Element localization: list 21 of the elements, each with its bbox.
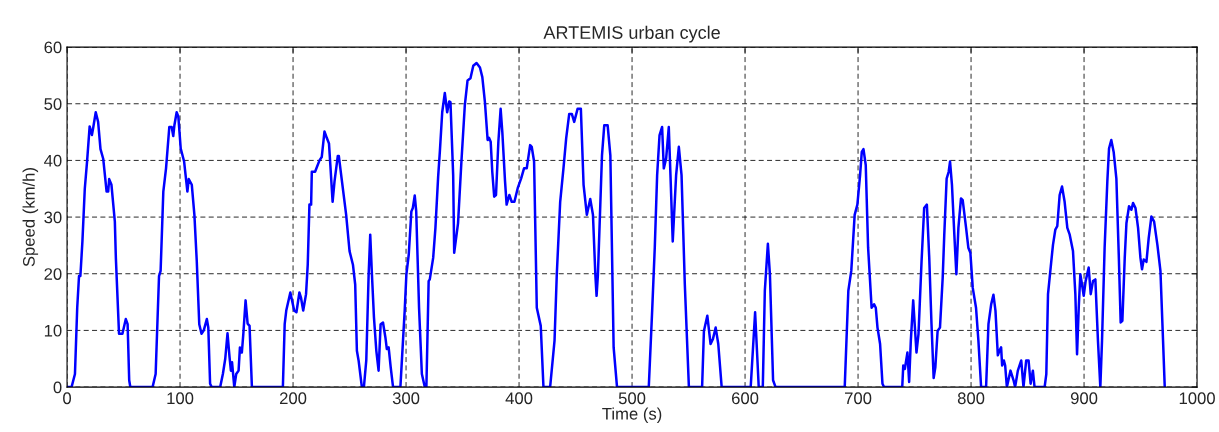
y-tick-label: 30 bbox=[44, 211, 62, 224]
x-tick-label: 700 bbox=[845, 392, 872, 405]
x-tick-label: 800 bbox=[957, 392, 985, 405]
x-tick-label: 1000 bbox=[1179, 392, 1215, 405]
x-axis-title: Time (s) bbox=[602, 407, 662, 423]
x-tick-label: 600 bbox=[732, 392, 759, 405]
y-axis-title: Speed (km/h) bbox=[22, 168, 39, 267]
y-tick-label: 10 bbox=[44, 324, 62, 337]
y-tick-label: 40 bbox=[44, 154, 62, 167]
x-tick-label: 100 bbox=[167, 392, 194, 405]
y-tick-label: 0 bbox=[53, 381, 62, 394]
x-tick-label: 300 bbox=[392, 392, 420, 405]
y-tick-label: 60 bbox=[44, 41, 62, 54]
x-tick-label: 400 bbox=[505, 392, 533, 405]
y-tick-label: 20 bbox=[44, 268, 62, 280]
y-tick-label: 50 bbox=[44, 98, 62, 110]
x-tick-label: 500 bbox=[618, 392, 646, 405]
x-tick-label: 900 bbox=[1070, 392, 1098, 405]
x-tick-label: 0 bbox=[63, 392, 72, 405]
x-tick-label: 200 bbox=[279, 392, 307, 405]
chart-title: ARTEMIS urban cycle bbox=[543, 25, 720, 43]
